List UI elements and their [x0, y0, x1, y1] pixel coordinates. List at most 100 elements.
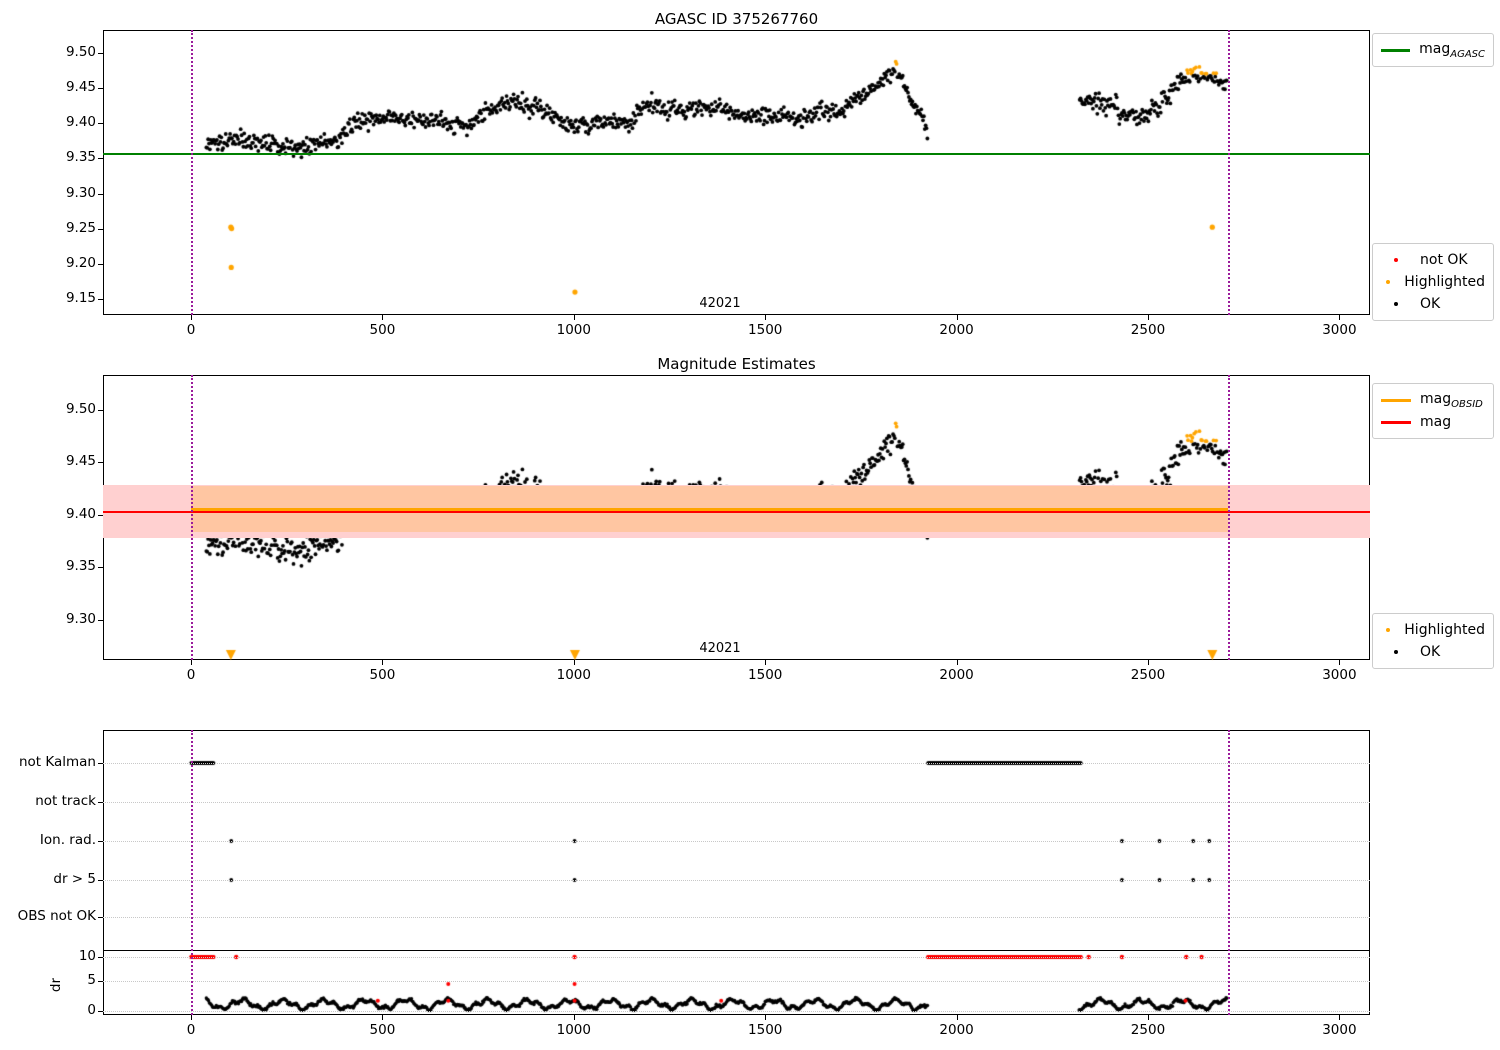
- legend-label-highlighted: Highlighted: [1404, 274, 1485, 290]
- ytick-label-panel2: 9.45: [65, 453, 96, 470]
- tick-y-panel3: [98, 841, 103, 842]
- xtick-label-panel1: 500: [369, 322, 396, 338]
- panel2-legend-points[interactable]: Highlighted OK: [1372, 613, 1494, 669]
- mag-line-swatch: [1381, 420, 1411, 424]
- legend-label-mag: mag: [1420, 414, 1452, 430]
- legend-label-not-ok: not OK: [1420, 252, 1468, 268]
- legend-item-not-ok[interactable]: not OK: [1381, 249, 1485, 271]
- tick-x-panel2: [382, 660, 384, 665]
- xtick-label-panel3: 1500: [748, 1022, 783, 1038]
- ok-dot-swatch-2: [1381, 650, 1411, 654]
- tick-x-panel1: [1147, 315, 1149, 320]
- tick-y-panel2: [98, 514, 103, 516]
- mag-agasc-line-swatch: [1381, 48, 1411, 52]
- grid-row-0: [103, 763, 1370, 764]
- legend-item-mag[interactable]: mag: [1381, 411, 1485, 433]
- legend-item-ok[interactable]: OK: [1381, 293, 1485, 315]
- obsid-divider-line: [191, 730, 194, 1015]
- obsid-divider-line: [1228, 375, 1231, 660]
- tick-y-panel3: [98, 802, 103, 803]
- xtick-label-panel3: 2500: [1130, 1022, 1166, 1038]
- tick-x-panel1: [765, 315, 767, 320]
- ytick-label-panel1: 9.20: [65, 255, 96, 272]
- xtick-label-panel2: 2500: [1130, 667, 1166, 683]
- obsid-divider-line: [1228, 730, 1231, 1015]
- legend-item-highlighted-2[interactable]: Highlighted: [1381, 619, 1485, 641]
- ytick-label-panel2: 9.30: [65, 611, 96, 628]
- panel1-legend-lines[interactable]: magAGASC: [1372, 33, 1494, 67]
- tick-y-panel1: [98, 52, 103, 54]
- legend-item-highlighted[interactable]: Highlighted: [1381, 271, 1485, 293]
- xtick-label-panel3: 500: [369, 1022, 396, 1038]
- legend-label-ok-2: OK: [1420, 644, 1441, 660]
- ytick-label-panel1: 9.25: [65, 219, 96, 236]
- panel2-legend-lines[interactable]: magOBSID mag: [1372, 383, 1494, 439]
- ytick-label-panel1: 9.50: [65, 43, 96, 60]
- xtick-label-panel1: 2500: [1130, 322, 1166, 338]
- tick-y-dr: [98, 957, 103, 958]
- legend-item-mag-obsid[interactable]: magOBSID: [1381, 389, 1485, 411]
- xtick-label-panel3: 1000: [556, 1022, 591, 1038]
- legend-label-mag-agasc: magAGASC: [1419, 40, 1485, 60]
- flag-row-label: not track: [35, 793, 96, 809]
- ytick-label-panel1: 9.45: [65, 78, 96, 95]
- legend-item-ok-2[interactable]: OK: [1381, 641, 1485, 663]
- grid-row-3: [103, 880, 1370, 881]
- tick-y-panel3: [98, 763, 103, 764]
- tick-x-panel3: [956, 1015, 958, 1020]
- xtick-label-panel1: 1000: [556, 322, 591, 338]
- tick-x-panel2: [956, 660, 958, 665]
- tick-y-panel1: [98, 228, 103, 230]
- dr-tick-label: 10: [78, 948, 96, 964]
- xtick-label-panel3: 0: [186, 1022, 196, 1038]
- panel1-legend-points[interactable]: not OK Highlighted OK: [1372, 243, 1494, 321]
- mag-agasc-reference-line: [103, 152, 1370, 155]
- obsid-divider-line: [191, 30, 194, 315]
- xtick-label-panel2: 500: [369, 667, 396, 683]
- tick-x-panel3: [765, 1015, 767, 1020]
- tick-y-dr: [98, 1011, 103, 1012]
- tick-y-dr: [98, 981, 103, 982]
- tick-x-panel2: [1147, 660, 1149, 665]
- tick-y-panel1: [98, 123, 103, 125]
- obsid-annotation-panel1: 42021: [699, 296, 741, 311]
- mag-obsid-line-swatch: [1381, 398, 1411, 402]
- tick-x-panel2: [765, 660, 767, 665]
- xtick-label-panel1: 2000: [939, 322, 974, 338]
- not-ok-dot-swatch: [1381, 258, 1411, 262]
- obsid-divider-line: [1228, 30, 1231, 315]
- tick-x-panel3: [1147, 1015, 1149, 1020]
- dr-separator-line: [103, 950, 1370, 951]
- ytick-label-panel1: 9.30: [65, 184, 96, 201]
- grid-row-4: [103, 917, 1370, 918]
- grid-row-dr-5: [103, 981, 1370, 982]
- tick-y-panel2: [98, 462, 103, 464]
- ytick-label-panel2: 9.40: [65, 505, 96, 522]
- xtick-label-panel2: 3000: [1322, 667, 1357, 683]
- xtick-label-panel2: 1500: [748, 667, 783, 683]
- tick-y-panel3: [98, 917, 103, 918]
- tick-y-panel2: [98, 620, 103, 622]
- dr-tick-label: 5: [87, 972, 96, 988]
- xtick-label-panel1: 3000: [1322, 322, 1357, 338]
- grid-row-dr-10: [103, 957, 1370, 958]
- ok-dot-swatch: [1381, 302, 1411, 306]
- tick-x-panel1: [382, 315, 384, 320]
- ytick-label-panel1: 9.15: [65, 290, 96, 307]
- highlighted-dot-swatch-2: [1381, 628, 1395, 632]
- tick-x-panel3: [573, 1015, 575, 1020]
- xtick-label-panel2: 2000: [939, 667, 974, 683]
- legend-label-mag-obsid: magOBSID: [1420, 390, 1483, 410]
- legend-label-highlighted-2: Highlighted: [1404, 622, 1485, 638]
- xtick-label-panel1: 1500: [748, 322, 783, 338]
- tick-y-panel1: [98, 87, 103, 89]
- grid-row-dr-0: [103, 1011, 1370, 1012]
- ytick-label-panel1: 9.35: [65, 149, 96, 166]
- grid-row-2: [103, 841, 1370, 842]
- legend-item-mag-agasc[interactable]: magAGASC: [1381, 39, 1485, 61]
- tick-x-panel3: [1339, 1015, 1341, 1020]
- mag-obsid-reference-line: [191, 508, 1229, 512]
- tick-x-panel2: [1339, 660, 1341, 665]
- highlighted-dot-swatch: [1381, 280, 1395, 284]
